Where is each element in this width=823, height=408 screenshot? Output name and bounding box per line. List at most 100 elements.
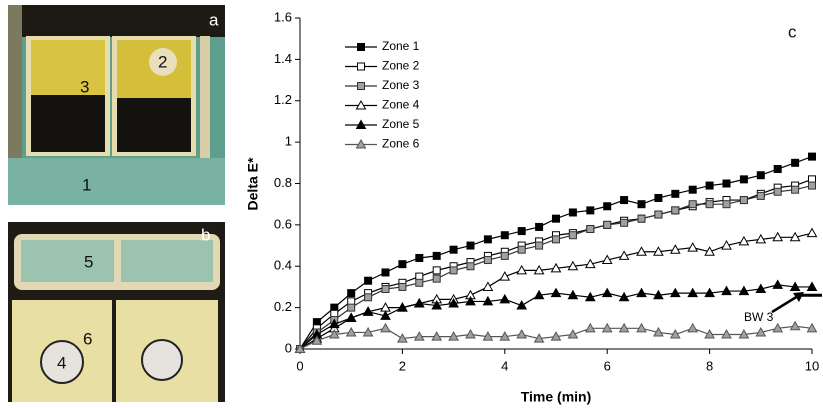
- marker: [381, 268, 390, 277]
- marker: [671, 206, 680, 215]
- marker: [738, 285, 750, 296]
- x-tick-label: 0: [296, 358, 303, 373]
- photo-a: [8, 5, 225, 205]
- y-tick-label: 0.2: [274, 299, 292, 314]
- marker: [653, 326, 664, 337]
- marker: [772, 231, 784, 242]
- marker: [671, 189, 680, 198]
- y-tick-label: 0.4: [274, 258, 292, 273]
- marker: [294, 343, 306, 353]
- marker: [653, 246, 664, 256]
- marker: [362, 306, 374, 316]
- marker: [653, 289, 664, 300]
- marker: [311, 335, 323, 345]
- marker: [722, 179, 731, 188]
- marker: [603, 202, 612, 211]
- marker: [482, 331, 494, 341]
- legend-marker: [355, 138, 367, 149]
- marker: [499, 271, 511, 281]
- marker: [688, 200, 697, 209]
- marker: [808, 152, 816, 161]
- marker: [687, 287, 699, 298]
- marker: [397, 302, 408, 312]
- marker: [636, 322, 647, 333]
- series-line: [299, 156, 813, 350]
- reference-label: BW 3: [744, 310, 774, 324]
- marker: [449, 245, 458, 254]
- marker: [398, 260, 407, 269]
- marker: [533, 289, 545, 300]
- zone-label: 3: [80, 77, 89, 96]
- marker: [704, 328, 715, 339]
- legend-label: Zone 6: [382, 137, 420, 151]
- marker: [345, 326, 357, 337]
- marker: [756, 171, 765, 180]
- zone-label: 2: [158, 52, 167, 71]
- marker: [381, 285, 390, 294]
- y-tick-label: 1.4: [274, 51, 292, 66]
- marker: [500, 231, 509, 240]
- panel-letter: c: [788, 22, 797, 41]
- marker: [806, 281, 818, 291]
- marker: [704, 287, 715, 298]
- marker: [669, 287, 681, 298]
- marker: [448, 331, 459, 341]
- marker: [721, 328, 732, 339]
- marker: [431, 300, 443, 310]
- marker: [413, 297, 425, 308]
- marker: [789, 231, 801, 242]
- legend-marker: [357, 62, 365, 71]
- marker: [738, 235, 750, 246]
- marker: [516, 300, 528, 310]
- zone-label: 4: [57, 353, 66, 372]
- marker: [738, 328, 750, 339]
- marker: [362, 326, 374, 337]
- y-axis-label: Delta E*: [245, 157, 261, 210]
- marker: [535, 241, 544, 250]
- marker: [398, 282, 407, 291]
- marker: [773, 187, 782, 196]
- marker: [432, 274, 441, 283]
- marker: [364, 276, 373, 285]
- marker: [465, 295, 476, 306]
- y-tick-label: 0.8: [274, 175, 292, 190]
- marker: [789, 281, 801, 291]
- marker: [601, 254, 613, 265]
- marker: [789, 320, 801, 331]
- marker: [586, 225, 595, 234]
- legend-label: Zone 4: [382, 98, 420, 112]
- marker: [618, 291, 630, 302]
- y-tick-label: 0: [285, 340, 292, 355]
- marker: [603, 220, 612, 229]
- marker: [739, 196, 748, 205]
- x-tick-label: 8: [706, 358, 713, 373]
- marker: [345, 312, 357, 322]
- marker: [533, 333, 545, 343]
- marker: [704, 246, 715, 256]
- marker: [687, 322, 699, 333]
- marker: [415, 278, 424, 287]
- x-tick-label: 10: [805, 358, 819, 373]
- marker: [772, 279, 784, 289]
- photo-b: [8, 222, 225, 402]
- legend-label: Zone 3: [382, 78, 420, 92]
- marker: [567, 260, 579, 271]
- marker: [466, 262, 475, 271]
- marker: [669, 244, 681, 254]
- reference-arrow: [771, 294, 799, 314]
- legend-label: Zone 1: [382, 39, 420, 53]
- marker: [637, 200, 646, 209]
- marker: [756, 191, 765, 200]
- marker: [791, 185, 800, 194]
- marker: [415, 253, 424, 262]
- marker: [535, 222, 544, 231]
- marker: [637, 214, 646, 223]
- marker: [688, 185, 697, 194]
- marker: [601, 287, 613, 298]
- marker: [669, 328, 681, 339]
- marker: [721, 240, 732, 250]
- marker: [533, 264, 545, 275]
- zone-label: 5: [84, 252, 93, 271]
- marker: [364, 293, 373, 302]
- marker: [380, 310, 391, 320]
